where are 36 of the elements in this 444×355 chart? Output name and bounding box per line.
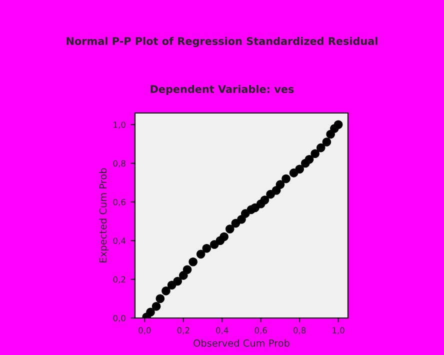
x-tick-label: 1,0 [332,327,344,334]
x-axis-title: Observed Cum Prob [194,339,290,347]
point [173,276,182,286]
point [260,196,270,204]
point [162,286,170,296]
point [334,120,343,129]
point [188,258,198,266]
y-tick-label: 0,6 [113,198,126,206]
y-tick-label: 0,8 [113,160,126,168]
y-tick-label: 0,2 [113,276,126,284]
y-tick-label: 1,0 [114,122,126,129]
point [225,224,234,234]
chart-title: Normal P-P Plot of Regression Standardized Residual [66,36,378,48]
point [202,244,212,253]
point [295,164,304,174]
point [322,138,332,146]
chart-subtitle: Dependent Variable: ves [150,84,294,96]
x-tick-label: 0,0 [138,327,151,334]
y-tick-label: 0,4 [113,238,126,245]
point [276,180,285,189]
point [156,294,165,304]
point [146,308,155,317]
point [182,265,192,274]
point [304,155,314,164]
point [310,149,320,158]
point [152,302,161,311]
point [282,174,290,184]
y-tick-label: 0,0 [113,314,126,322]
x-tick-label: 0,4 [216,327,228,334]
point [196,250,206,259]
x-tick-label: 0,8 [294,327,306,334]
y-axis-title: Expected Cum Prob [99,168,109,262]
point [316,143,326,152]
x-tick-label: 0,6 [254,327,267,334]
point [220,232,228,242]
x-tick-label: 0,2 [177,327,190,334]
